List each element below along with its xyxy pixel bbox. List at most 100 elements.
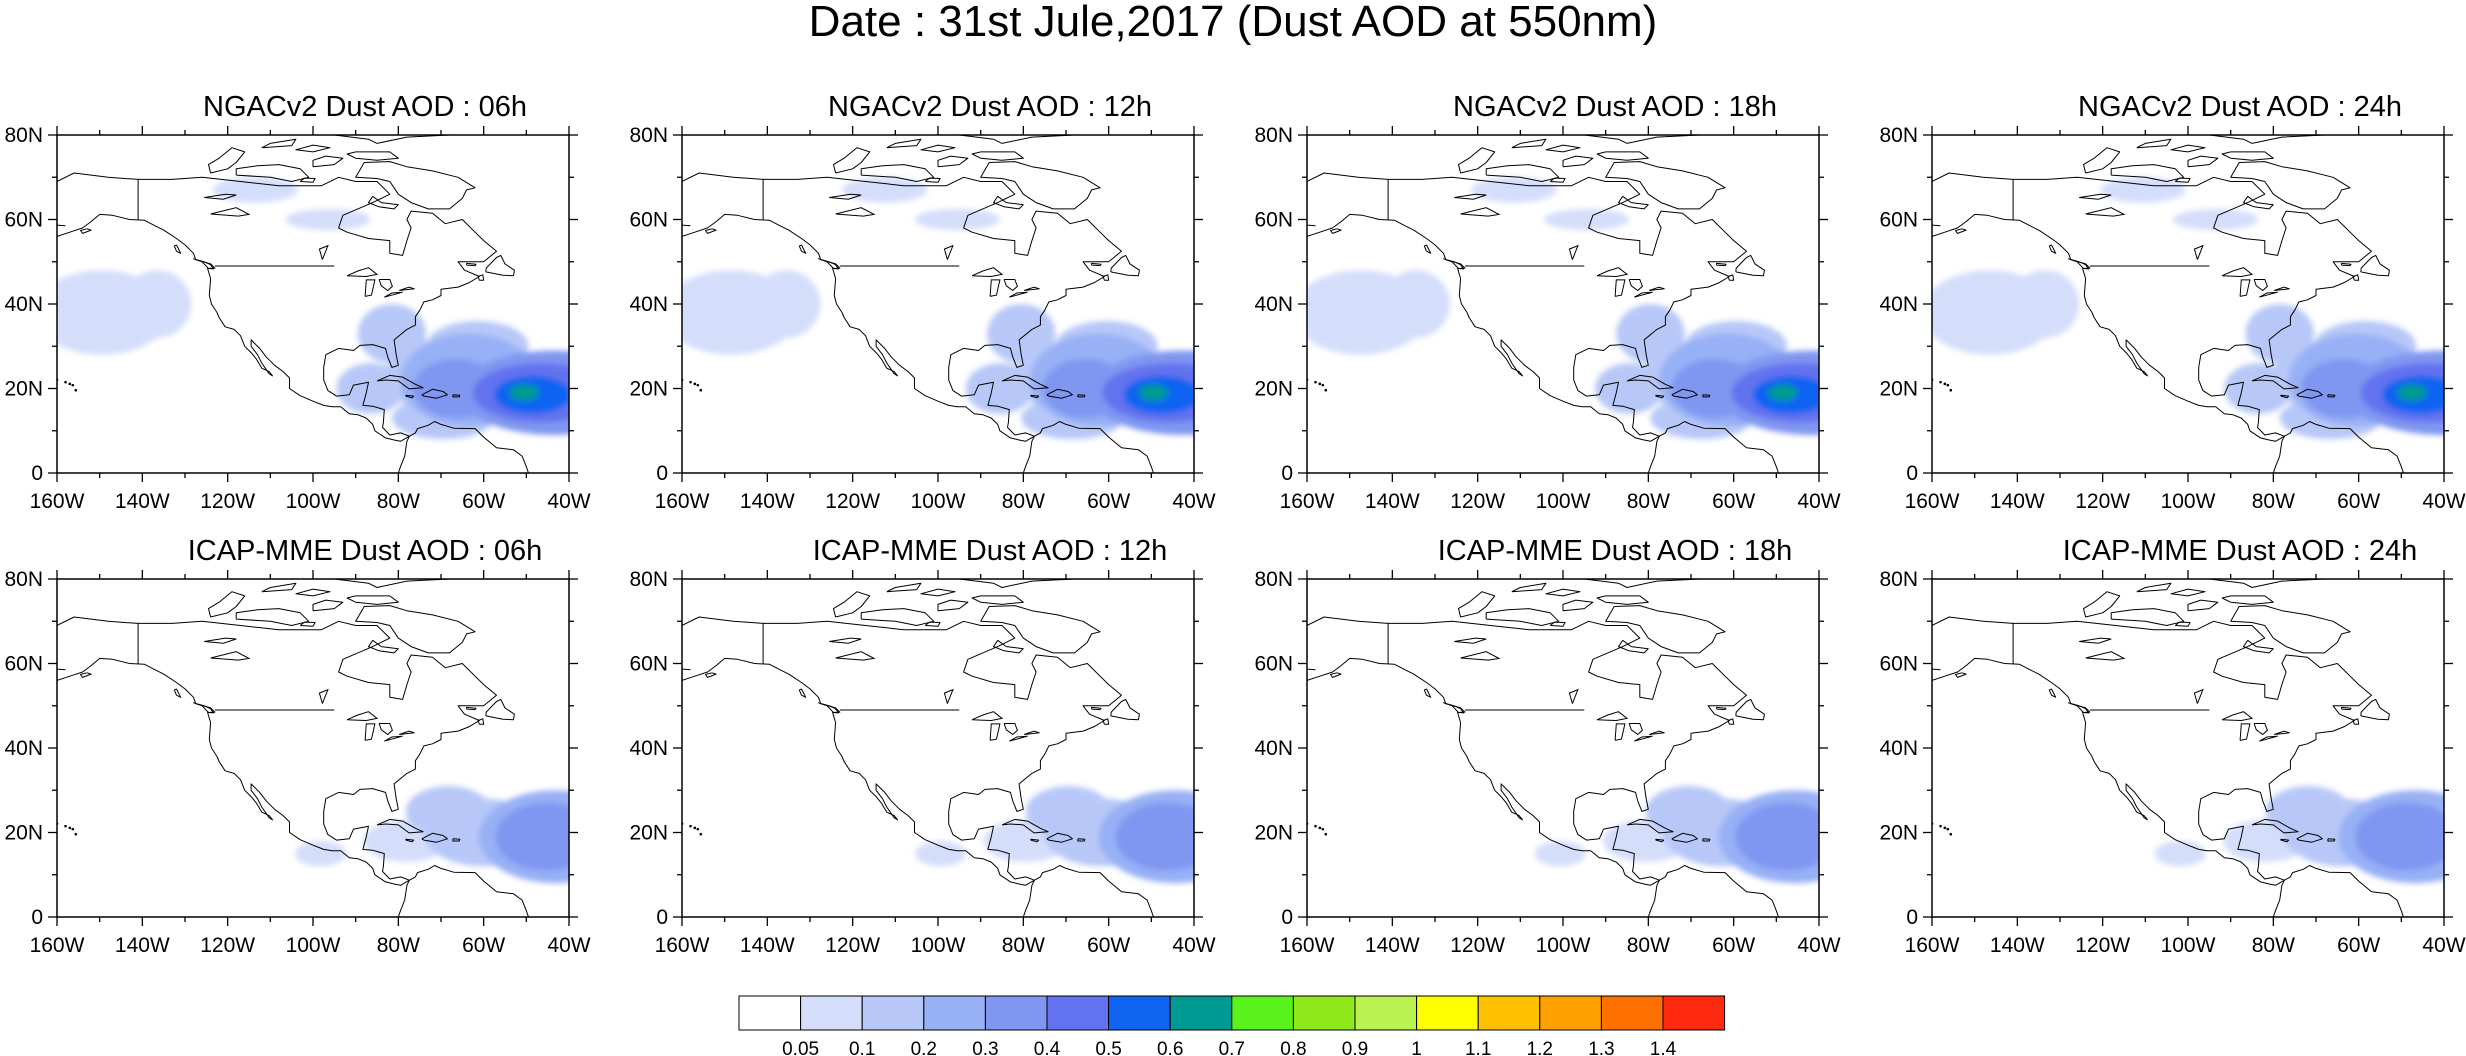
aod-contour (2224, 363, 2293, 414)
aod-contour (1042, 358, 1128, 419)
colorbar-label: 0.3 (972, 1039, 998, 1056)
colorbar-label: 0.7 (1219, 1039, 1245, 1056)
lat-tick-label: 20N (629, 378, 668, 401)
lon-tick-label: 80W (2252, 934, 2295, 957)
colorbar-label: 1.2 (1527, 1039, 1553, 1056)
lon-tick-label: 120W (825, 490, 880, 513)
lon-tick-label: 160W (30, 934, 85, 957)
colorbar-swatch (1292, 995, 1356, 1031)
lat-tick-label: 60N (629, 653, 668, 676)
lat-tick-label: 20N (1879, 822, 1918, 845)
lon-tick-label: 160W (1280, 490, 1335, 513)
aod-contour (1671, 358, 1758, 419)
coastlines (682, 135, 1154, 473)
lon-tick-label: 40W (547, 490, 590, 513)
lon-tick-label: 60W (1087, 934, 1130, 957)
lon-tick-label: 120W (200, 490, 255, 513)
lat-tick-label: 20N (1254, 378, 1293, 401)
lon-tick-label: 100W (1536, 934, 1591, 957)
lat-tick-label: 80N (1254, 568, 1293, 591)
panel-title-icap-06h: ICAP-MME Dust AOD : 06h (187, 535, 543, 567)
aod-contour (682, 270, 800, 355)
aod-contour (2301, 358, 2387, 419)
lon-tick-label: 140W (1365, 490, 1420, 513)
aod-contour (2100, 177, 2186, 203)
lat-tick-label: 0 (1906, 906, 1918, 929)
lon-tick-label: 40W (1797, 934, 1840, 957)
lon-tick-label: 40W (547, 934, 590, 957)
lon-tick-label: 60W (2337, 934, 2380, 957)
aod-contour (1543, 208, 1630, 231)
lon-tick-label: 160W (30, 490, 85, 513)
colorbar-swatch (1354, 995, 1418, 1031)
lon-tick-label: 80W (1627, 490, 1670, 513)
lat-tick-label: 60N (1879, 209, 1918, 232)
aod-contour (1932, 270, 2058, 355)
lon-tick-label: 140W (1990, 934, 2045, 957)
lon-tick-label: 60W (1087, 490, 1130, 513)
map-panel: 160W 140W 120W 100W 80W 60W 40W 0 20N 40N 60N 80N (1879, 568, 2465, 957)
colorbar-label: 1.3 (1588, 1039, 1614, 1056)
lon-tick-label: 140W (740, 934, 795, 957)
lat-tick-label: 0 (1281, 462, 1293, 485)
colorbar-swatch (1477, 995, 1541, 1031)
lon-tick-label: 140W (115, 934, 170, 957)
lat-tick-label: 40N (1254, 293, 1293, 316)
colorbar-swatch (1046, 995, 1110, 1031)
panel-title-ngac-12h: NGACv2 Dust AOD : 12h (828, 91, 1152, 123)
lon-tick-label: 80W (377, 934, 420, 957)
panel-title-icap-24h: ICAP-MME Dust AOD : 24h (2062, 535, 2418, 567)
coastlines (1307, 135, 1779, 473)
lon-tick-label: 120W (2075, 934, 2130, 957)
lon-tick-label: 80W (377, 490, 420, 513)
lat-tick-label: 20N (4, 822, 43, 845)
map-panel: 160W 140W 120W 100W 80W 60W 40W 0 20N 40N 60N 80N (1254, 124, 1840, 513)
colorbar-swatch (984, 995, 1048, 1031)
coastlines (57, 579, 529, 917)
lon-tick-label: 100W (911, 490, 966, 513)
colorbar-swatch (923, 995, 986, 1031)
coastlines (1932, 135, 2404, 473)
lon-tick-label: 120W (825, 934, 880, 957)
lat-tick-label: 20N (1254, 822, 1293, 845)
lat-tick-label: 0 (31, 462, 43, 485)
lon-tick-label: 60W (2337, 490, 2380, 513)
colorbar-label: 1 (1411, 1039, 1422, 1056)
lon-tick-label: 80W (2252, 490, 2295, 513)
lon-tick-label: 100W (286, 490, 341, 513)
colorbar-swatch (738, 995, 802, 1031)
colorbar-swatch (1662, 995, 1726, 1031)
colorbar-label: 0.2 (911, 1039, 937, 1056)
map-panel: 160W 140W 120W 100W 80W 60W 40W 0 20N 40N 60N 80N (4, 124, 590, 513)
panel-title-icap-18h: ICAP-MME Dust AOD : 18h (1437, 535, 1793, 567)
aod-contour (1767, 384, 1798, 402)
colorbar: 0.05 0.1 0.2 0.3 0.4 0.5 0.6 0.7 0.8 0.9 1 1.1 1.2 1.… (738, 995, 1726, 1056)
lat-tick-label: 40N (1254, 737, 1293, 760)
colorbar-swatch (1416, 995, 1479, 1031)
lon-tick-label: 40W (1797, 490, 1840, 513)
colorbar-label: 0.8 (1280, 1039, 1306, 1056)
dust-aod-field (2154, 786, 2444, 884)
figure-title: Date : 31st Jule,2017 (Dust AOD at 550nm… (808, 0, 1658, 46)
dust-aod-field (1932, 177, 2444, 440)
lat-tick-label: 40N (629, 737, 668, 760)
lon-tick-label: 160W (655, 934, 710, 957)
lon-tick-label: 60W (462, 934, 505, 957)
lon-tick-label: 40W (1172, 490, 1215, 513)
lat-tick-label: 60N (1254, 209, 1293, 232)
lon-tick-label: 140W (115, 490, 170, 513)
colorbar-swatch (1169, 995, 1233, 1031)
colorbar-label: 0.05 (782, 1039, 819, 1056)
lat-tick-label: 60N (4, 653, 43, 676)
dust-aod-field (1307, 177, 1819, 440)
colorbar-label: 0.1 (849, 1039, 875, 1056)
coastlines (57, 135, 529, 473)
lat-tick-label: 80N (629, 124, 668, 147)
colorbar-swatch (800, 995, 863, 1031)
lat-tick-label: 0 (656, 462, 668, 485)
dust-aod-field (682, 177, 1194, 440)
lat-tick-label: 80N (1879, 124, 1918, 147)
aod-contour (1471, 177, 1557, 203)
aod-contour (842, 177, 928, 203)
panel-title-icap-12h: ICAP-MME Dust AOD : 12h (812, 535, 1168, 567)
